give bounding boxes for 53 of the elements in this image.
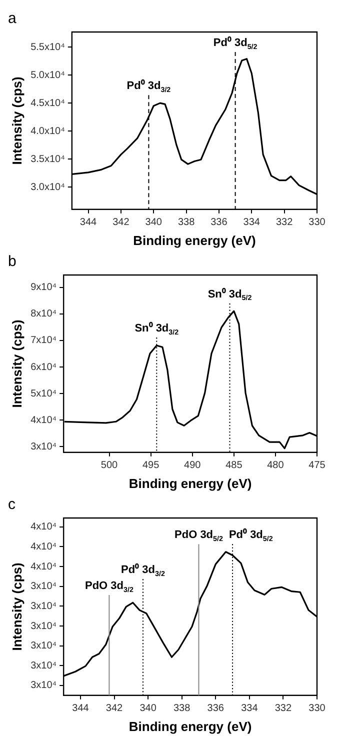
y-tick-label: 7x10⁴ xyxy=(30,335,57,346)
y-tick-label: 3.5x10⁴ xyxy=(30,154,65,165)
x-tick-label: 342 xyxy=(106,703,124,714)
x-tick-label: 485 xyxy=(226,460,243,472)
y-tick-label: 4x10⁴ xyxy=(30,414,57,426)
x-tick-label: 338 xyxy=(178,217,196,228)
x-tick-label: 342 xyxy=(112,217,130,228)
y-tick-label: 4.0x10⁴ xyxy=(30,126,65,137)
y-tick-label: 3x10⁴ xyxy=(30,620,57,632)
x-tick-label: 340 xyxy=(145,217,162,228)
y-tick-label: 6x10⁴ xyxy=(30,362,57,373)
x-tick-label: 330 xyxy=(308,217,326,228)
y-tick-label: 3x10⁴ xyxy=(30,441,57,452)
x-tick-label: 336 xyxy=(210,217,228,228)
y-tick-label: 9x10⁴ xyxy=(30,282,57,294)
y-tick-label: 4x10⁴ xyxy=(30,561,57,572)
x-tick-label: 480 xyxy=(267,460,284,472)
x-axis-title: Binding energy (eV) xyxy=(128,718,252,734)
x-tick-label: 495 xyxy=(142,460,160,472)
x-tick-label: 332 xyxy=(274,703,292,714)
x-tick-label: 334 xyxy=(243,217,260,228)
chart-title: b xyxy=(8,253,16,270)
x-tick-label: 344 xyxy=(80,217,98,228)
y-tick-label: 3x10⁴ xyxy=(30,600,57,612)
y-tick-label: 5.5x10⁴ xyxy=(30,42,65,53)
x-tick-label: 344 xyxy=(72,703,90,714)
x-tick-label: 475 xyxy=(308,460,326,472)
y-tick-label: 3.0x10⁴ xyxy=(30,182,65,193)
chart-title: c xyxy=(8,496,16,514)
y-axis-title: Intensity (cps) xyxy=(9,76,24,165)
y-axis-title: Intensity (cps) xyxy=(9,562,24,651)
y-tick-label: 4x10⁴ xyxy=(30,522,57,533)
y-tick-label: 3x10⁴ xyxy=(30,640,57,652)
y-tick-label: 3x10⁴ xyxy=(30,680,57,692)
y-tick-label: 8x10⁴ xyxy=(30,308,57,320)
y-tick-label: 4x10⁴ xyxy=(30,541,57,552)
x-tick-label: 330 xyxy=(308,703,326,714)
x-tick-label: 336 xyxy=(207,703,224,714)
x-tick-label: 332 xyxy=(276,217,294,228)
y-tick-label: 5.0x10⁴ xyxy=(30,70,65,81)
x-axis-title: Binding energy (eV) xyxy=(133,232,256,248)
y-tick-label: 3x10⁴ xyxy=(30,660,57,672)
x-tick-label: 340 xyxy=(140,703,157,714)
x-tick-label: 500 xyxy=(100,460,118,472)
y-tick-label: 5x10⁴ xyxy=(30,388,57,400)
y-tick-label: 3x10⁴ xyxy=(30,581,57,592)
y-tick-label: 4.5x10⁴ xyxy=(30,98,65,109)
x-axis-title: Binding energy (eV) xyxy=(128,476,252,491)
x-tick-label: 334 xyxy=(241,703,258,714)
x-tick-label: 338 xyxy=(174,703,191,714)
chart-title: a xyxy=(8,10,17,28)
y-axis-title: Intensity (cps) xyxy=(9,320,24,408)
x-tick-label: 490 xyxy=(184,460,202,472)
